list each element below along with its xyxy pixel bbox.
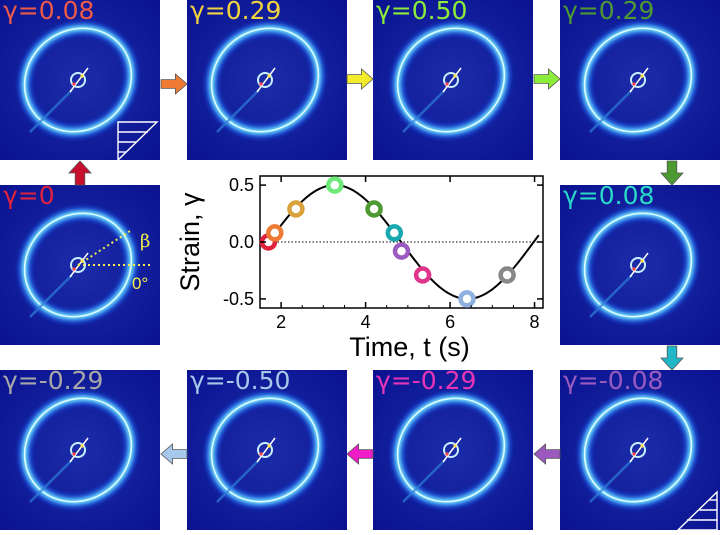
strain-point-marker [392,242,411,260]
arrow-down-icon [660,160,684,186]
y-tick-label: -0.5 [223,289,254,309]
beamstop-streak [589,274,633,318]
scattering-ring [391,391,511,509]
scattering-panel-gamma-neg-0.50: γ=-0.50 [187,370,347,530]
scattering-ring [578,21,698,139]
strain-point-marker [365,200,383,218]
arrow-down-icon [660,345,684,371]
strain-label: γ=-0.50 [190,370,291,395]
scattering-ring [18,21,138,139]
strain-point-marker [385,224,404,242]
beam-center [442,67,462,93]
strain-point-marker [413,266,432,284]
beam-center [69,437,89,463]
beam-center [629,252,649,278]
strain-point-marker [287,200,305,218]
arrow-right-icon [533,68,561,90]
beam-center [442,437,462,463]
x-tick-label: 2 [276,312,286,332]
beamstop-streak [29,274,73,318]
beamstop-streak [216,89,260,133]
y-axis-label: Strain, γ [175,192,205,292]
arrow-left-icon [346,443,374,465]
arrow-left-icon [533,443,561,465]
strain-point-marker [326,176,344,194]
azimuth-angle-guide [77,230,150,266]
beamstop-streak [589,459,633,503]
x-tick-label: 4 [361,312,371,332]
beam-center [256,437,276,463]
arrow-right-icon [160,73,188,95]
beam-center [69,67,89,93]
arrow-left-icon [160,443,188,465]
x-tick-label: 8 [530,312,540,332]
beam-center [629,437,649,463]
scattering-panel-gamma-neg-0.29-return: γ=-0.29 [0,370,160,530]
strain-label: γ=0.08 [563,185,655,210]
axis-ticks: 2 4 6 8 0.5 0.0 -0.5 [223,175,543,332]
scattering-panel-gamma-0.50: γ=0.50 [373,0,533,160]
beamstop-streak [589,89,633,133]
scattering-ring [391,21,511,139]
strain-label: γ=0.50 [376,0,468,25]
strain-label: γ=0.29 [563,0,655,25]
scattering-ring [578,391,698,509]
strain-point-marker [266,224,284,242]
beam-center [629,67,649,93]
scattering-panel-gamma-0.08-return: γ=0.08 [560,185,720,345]
scattering-panel-gamma-neg-0.08: γ=-0.08 [560,370,720,530]
strain-markers [259,176,516,308]
strain-label: γ=-0.08 [563,370,664,395]
arrow-right-icon [346,68,374,90]
y-tick-label: 0.0 [229,232,254,252]
strain-label: γ=0.08 [3,0,95,25]
scattering-ring [578,206,698,324]
x-axis-label: Time, t (s) [349,332,470,362]
strain-label: γ=0.29 [190,0,282,25]
beamstop-streak [402,459,446,503]
scattering-ring [18,206,138,324]
strain-point-marker [498,266,516,284]
beamstop-streak [29,89,73,133]
y-tick-label: 0.5 [229,175,254,195]
scattering-ring [205,21,325,139]
zero-degree-label: 0° [132,274,148,293]
scattering-panel-gamma-neg-0.29: γ=-0.29 [373,370,533,530]
scattering-panel-gamma-0.08: γ=0.08 [0,0,160,160]
scattering-ring [205,391,325,509]
strain-point-marker [458,290,476,308]
beamstop-streak [29,459,73,503]
scattering-panel-gamma-0.29: γ=0.29 [187,0,347,160]
scattering-panel-gamma-0: β 0° γ=0 [0,185,160,345]
strain-label: γ=-0.29 [376,370,477,395]
beamstop-streak [402,89,446,133]
strain-time-chart: 2 4 6 8 0.5 0.0 -0.5 Strain, γ Time, t (s) [175,175,544,362]
strain-label: γ=-0.29 [3,370,104,395]
strain-label: γ=0 [3,185,55,210]
arrow-up-icon [68,160,92,186]
beam-center [256,67,276,93]
shear-geometry-icon [117,121,159,160]
beamstop-streak [216,459,260,503]
scattering-panel-gamma-0.29-return: γ=0.29 [560,0,720,160]
x-tick-label: 6 [445,312,455,332]
shear-geometry-icon [676,490,718,530]
beta-label: β [140,231,150,252]
scattering-ring [18,391,138,509]
